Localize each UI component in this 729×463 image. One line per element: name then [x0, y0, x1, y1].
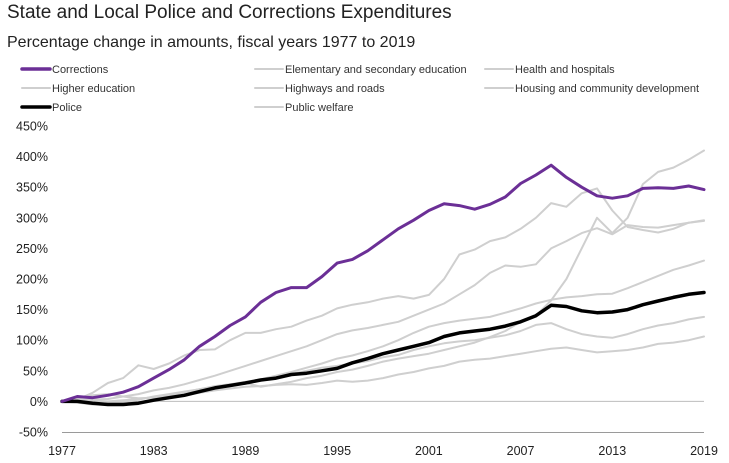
- series-line-police: [60, 290, 706, 407]
- y-tick-label: 400%: [16, 150, 48, 164]
- y-tick-label: 200%: [16, 273, 48, 287]
- legend-label: Housing and community development: [515, 83, 699, 95]
- y-tick-label: 250%: [16, 242, 48, 256]
- legend-label: Elementary and secondary education: [285, 64, 467, 76]
- legend-label: Public welfare: [285, 102, 353, 114]
- y-tick-label: 100%: [16, 334, 48, 348]
- legend-label: Highways and roads: [285, 83, 385, 95]
- series-line-highways-and-roads: [61, 187, 705, 403]
- series-line-housing-and-community-development: [61, 149, 705, 406]
- y-tick-label: 450%: [16, 120, 48, 134]
- y-tick-label: 0%: [30, 395, 48, 409]
- x-tick-label: 1977: [48, 444, 76, 458]
- legend-label: Higher education: [52, 83, 135, 95]
- x-tick-label: 1989: [232, 444, 260, 458]
- series-line-health-and-hospitals: [61, 219, 705, 403]
- chart-title: State and Local Police and Corrections E…: [7, 2, 452, 23]
- x-tick-label: 2001: [415, 444, 443, 458]
- series-line-elementary-and-secondary-education: [61, 259, 705, 403]
- y-tick-label: 300%: [16, 211, 48, 225]
- legend-label: Health and hospitals: [515, 64, 615, 76]
- x-tick-label: 2019: [690, 444, 718, 458]
- x-tick-label: 1983: [140, 444, 168, 458]
- chart-subtitle: Percentage change in amounts, fiscal yea…: [7, 34, 416, 51]
- x-tick-label: 2013: [598, 444, 626, 458]
- y-tick-label: 150%: [16, 303, 48, 317]
- legend-label: Police: [52, 102, 82, 114]
- y-tick-label: 50%: [23, 364, 48, 378]
- series-line-higher-education: [61, 315, 705, 403]
- series-line-corrections: [60, 163, 706, 403]
- x-tick-label: 1995: [323, 444, 351, 458]
- y-tick-label: -50%: [19, 426, 48, 440]
- y-tick-label: 350%: [16, 181, 48, 195]
- x-tick-label: 2007: [507, 444, 535, 458]
- legend-label: Corrections: [52, 64, 109, 76]
